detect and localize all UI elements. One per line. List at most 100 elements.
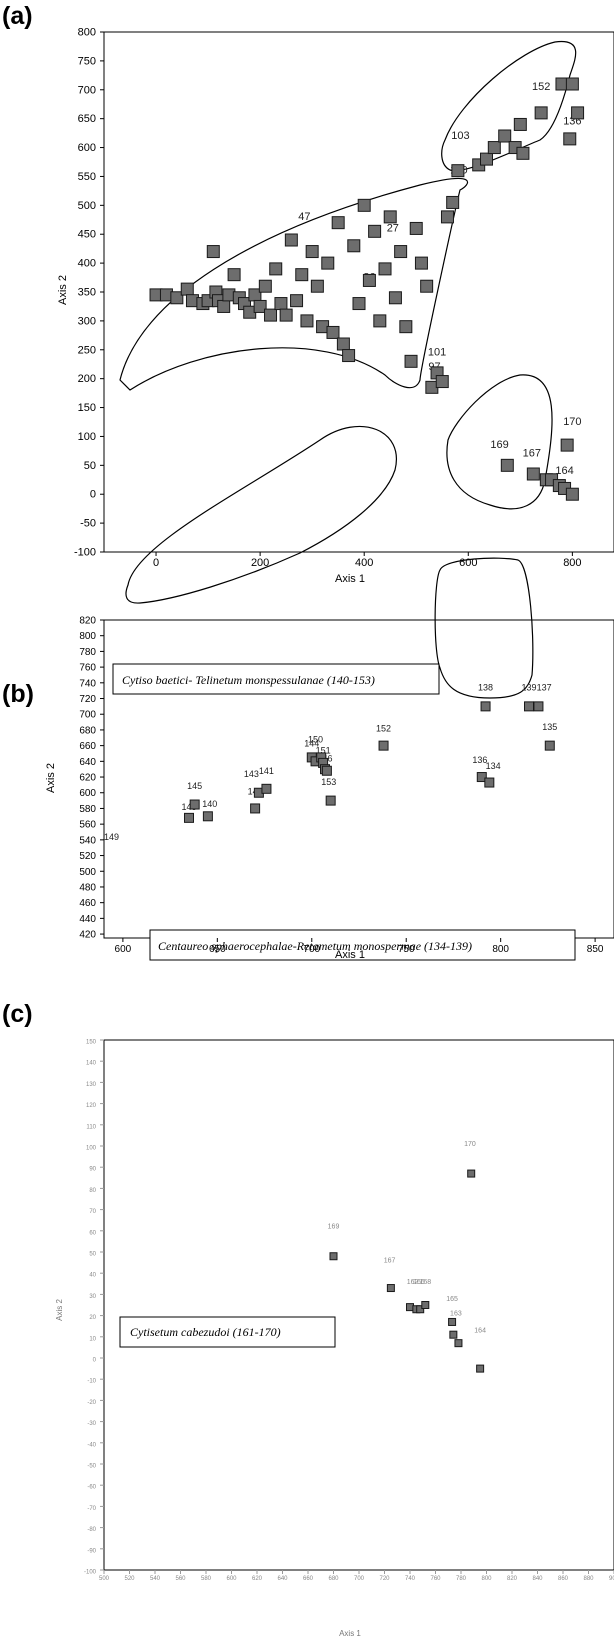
point-label: 169 (328, 1224, 340, 1231)
data-point (264, 308, 278, 322)
y-tick-label: 250 (78, 344, 96, 356)
x-tick-label: 860 (558, 1576, 569, 1582)
point-label: 167 (384, 1258, 396, 1265)
y-tick-label: -10 (87, 1379, 96, 1385)
panel-a-label: (a) (2, 2, 33, 30)
data-point (386, 1284, 395, 1293)
annotation-cytiso: Cytiso baetici- Telinetum monspessulanae… (122, 673, 375, 687)
y-tick-label: 460 (79, 898, 96, 909)
data-point (454, 1339, 463, 1348)
y-tick-label: 10 (89, 1336, 96, 1342)
data-point (563, 132, 577, 146)
y-tick-label: 150 (78, 402, 96, 414)
point-label: 150 (308, 734, 323, 744)
y-tick-label: 110 (86, 1124, 96, 1130)
x-tick-label: 0 (153, 557, 159, 569)
point-label: 136 (472, 755, 487, 765)
x-tick-label: 580 (201, 1576, 212, 1582)
data-point (394, 245, 408, 259)
data-point (378, 262, 392, 276)
point-label: 164 (474, 1328, 486, 1335)
y-tick-label: 640 (79, 757, 96, 768)
data-point (326, 325, 340, 339)
y-tick-label: -90 (87, 1548, 96, 1554)
point-label: 139 (521, 683, 536, 693)
x-tick-label: 400 (355, 557, 373, 569)
y-tick-label: -20 (87, 1400, 96, 1406)
x-tick-label: 750 (398, 944, 415, 955)
point-label: 137 (537, 683, 552, 693)
data-point (487, 141, 501, 155)
data-point (404, 354, 418, 368)
data-point (206, 245, 220, 259)
x-tick-label: 800 (492, 944, 509, 955)
data-point (279, 308, 293, 322)
point-label: 170 (563, 416, 581, 428)
data-point (524, 701, 534, 712)
data-point (534, 106, 548, 120)
chart-b-plot: Cytiso baetici- Telinetum monspessulanae… (45, 425, 614, 961)
y-tick-label: -60 (87, 1485, 96, 1491)
y-tick-label: 70 (89, 1209, 96, 1215)
cluster-outline-retametum (434, 557, 534, 699)
data-point (321, 765, 332, 776)
y-tick-label: 100 (86, 1146, 97, 1152)
x-tick-label: 650 (209, 944, 226, 955)
point-label: 140 (202, 799, 217, 809)
data-point (325, 795, 336, 806)
x-tick-label: 850 (587, 944, 604, 955)
data-point (250, 803, 261, 814)
y-tick-label: 720 (79, 694, 96, 705)
y-tick-label: 580 (79, 804, 96, 815)
point-label: 27 (387, 222, 399, 234)
x-tick-label: 500 (99, 1576, 110, 1582)
data-point (516, 146, 530, 160)
chart-a: 0 200 400 600 800 -100 -50 0 50 100 150 200 250 300 35… (57, 27, 614, 585)
x-tick-label: 780 (456, 1576, 467, 1582)
annotation-centaureo: Centaureo sphaerocephalae-Retametum mono… (158, 939, 472, 953)
data-point (449, 1330, 458, 1339)
data-point (170, 291, 184, 305)
x-tick-label: 640 (277, 1576, 288, 1582)
data-point (480, 152, 493, 166)
y-tick-label: 780 (79, 647, 96, 658)
y-tick-label: 50 (89, 1252, 96, 1258)
point-label: 163 (450, 1311, 462, 1318)
y-tick-label: 400 (78, 258, 96, 270)
data-point (533, 701, 544, 712)
y-tick-label: 480 (79, 882, 96, 893)
data-point (544, 740, 555, 751)
data-point (336, 337, 350, 351)
y-tick-label: -50 (87, 1464, 96, 1470)
point-label: 152 (376, 723, 391, 733)
y-tick-label: 420 (79, 930, 96, 941)
data-point (373, 314, 387, 328)
y-tick-label: 300 (78, 315, 96, 327)
data-point (440, 210, 454, 224)
data-point (180, 282, 194, 296)
y-tick-label: 450 (78, 229, 96, 241)
point-label: 153 (321, 777, 336, 787)
data-point (227, 268, 241, 282)
x-tick-label: 520 (124, 1576, 135, 1582)
data-point (476, 1364, 485, 1373)
y-tick-label: 800 (79, 631, 96, 642)
panel-b-label: (b) (2, 680, 34, 708)
y-tick-label: 440 (79, 914, 96, 925)
point-label: 166 (413, 1279, 425, 1286)
y-tick-label: -70 (87, 1506, 96, 1512)
y-tick-label: 30 (89, 1294, 96, 1300)
data-point (446, 195, 460, 209)
data-point (290, 294, 304, 308)
y-axis-title: Axis 2 (45, 763, 57, 793)
chart-c: Cytisetum cabezudoi (161-170) 500 520 540 5… (55, 1039, 614, 1638)
data-point (253, 299, 267, 313)
x-tick-label: 840 (532, 1576, 543, 1582)
x-tick-label: 680 (328, 1576, 339, 1582)
cluster-outline-lower (446, 374, 553, 510)
data-point (448, 1317, 457, 1326)
data-point (435, 375, 449, 389)
y-tick-label: 700 (79, 710, 96, 721)
point-label: 151 (316, 745, 331, 755)
y-tick-label: -30 (87, 1421, 96, 1427)
